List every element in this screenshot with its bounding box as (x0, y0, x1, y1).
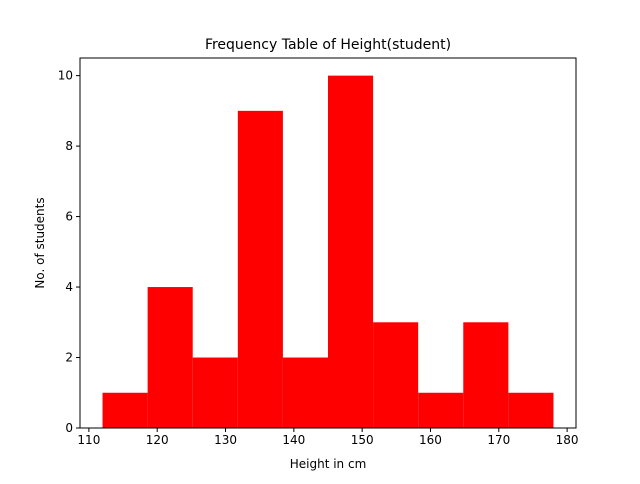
x-tick-label: 130 (214, 433, 237, 447)
histogram-bar (373, 322, 419, 428)
x-tick-label: 160 (419, 433, 442, 447)
y-tick-label: 2 (65, 351, 73, 365)
x-axis: 110 120 130 140 150 160 170 180 (77, 428, 579, 447)
histogram-bar (328, 75, 374, 428)
y-axis: 0 2 4 6 8 10 (58, 69, 80, 435)
x-axis-label: Height in cm (290, 457, 367, 471)
bars-layer (102, 75, 554, 428)
histogram-bar (463, 322, 509, 428)
x-tick-label: 170 (487, 433, 510, 447)
y-tick-label: 0 (65, 421, 73, 435)
plot-frame (79, 57, 577, 429)
chart-title: Frequency Table of Height(student) (205, 37, 451, 53)
histogram-bar (508, 392, 554, 428)
x-tick-label: 140 (282, 433, 305, 447)
y-tick-label: 6 (65, 210, 73, 224)
x-tick-label: 120 (146, 433, 169, 447)
histogram-bar (418, 392, 464, 428)
y-tick-label: 10 (58, 69, 73, 83)
x-tick-label: 180 (556, 433, 579, 447)
x-tick-label: 150 (351, 433, 374, 447)
histogram-bar (282, 357, 328, 428)
histogram-bar (192, 357, 238, 428)
histogram-bar (102, 392, 148, 428)
y-axis-label: No. of students (33, 197, 47, 288)
histogram-bar (147, 287, 193, 428)
y-tick-label: 8 (65, 139, 73, 153)
histogram-bar (237, 110, 283, 428)
y-tick-label: 4 (65, 280, 73, 294)
x-tick-label: 110 (77, 433, 100, 447)
